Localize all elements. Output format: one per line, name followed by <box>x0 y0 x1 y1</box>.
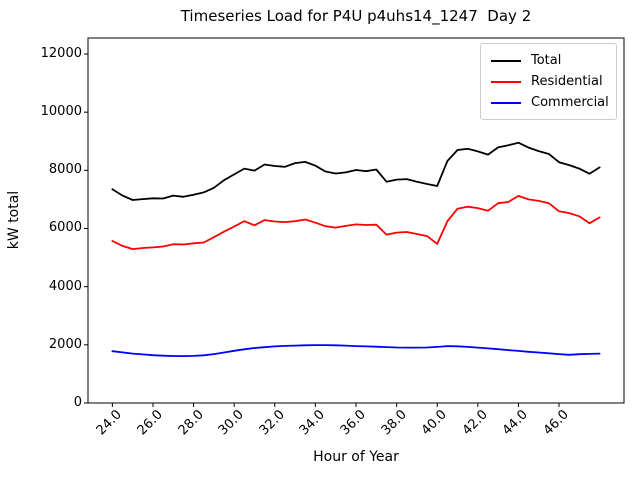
x-tick-label: 26.0 <box>134 407 166 439</box>
commercial-line <box>111 344 601 358</box>
y-tick-label: 10000 <box>40 104 82 120</box>
y-tick-label: 4000 <box>48 278 82 294</box>
chart-title: Timeseries Load for P4U p4uhs14_1247 Day… <box>180 7 532 25</box>
x-tick-label: 36.0 <box>337 407 369 439</box>
legend-item-commercial: Commercial <box>491 92 609 113</box>
total-line <box>111 141 601 201</box>
x-tick-label: 34.0 <box>297 407 329 439</box>
y-axis-label: kW total <box>6 190 22 250</box>
x-tick-label: 24.0 <box>94 407 126 439</box>
residential-line-swatch <box>491 80 521 83</box>
x-tick-label: 44.0 <box>500 407 532 439</box>
x-tick-label: 30.0 <box>216 407 248 439</box>
legend-item-residential: Residential <box>491 71 608 92</box>
x-tick-label: 42.0 <box>459 407 491 439</box>
y-tick-label: 2000 <box>48 336 82 352</box>
legend-item-total: Total <box>491 50 608 71</box>
residential-line <box>111 194 601 251</box>
total-line-swatch <box>491 59 521 62</box>
y-tick-label: 8000 <box>48 162 82 178</box>
x-tick-label: 38.0 <box>378 407 410 439</box>
legend-label-residential: Residential <box>531 74 603 89</box>
x-tick-label: 46.0 <box>540 407 572 439</box>
y-tick-label: 6000 <box>48 220 82 236</box>
x-axis-label: Hour of Year <box>313 449 399 465</box>
y-tick-label: 0 <box>73 395 82 410</box>
x-tick-label: 40.0 <box>419 407 451 439</box>
x-tick-label: 32.0 <box>256 407 288 439</box>
y-tick-label: 12000 <box>40 45 82 61</box>
commercial-line-swatch <box>491 101 521 104</box>
legend-label-commercial: Commercial <box>531 95 609 110</box>
x-tick-label: 28.0 <box>175 407 207 439</box>
legend-label-total: Total <box>531 53 562 68</box>
legend: Total Residential Commercial <box>480 43 617 120</box>
